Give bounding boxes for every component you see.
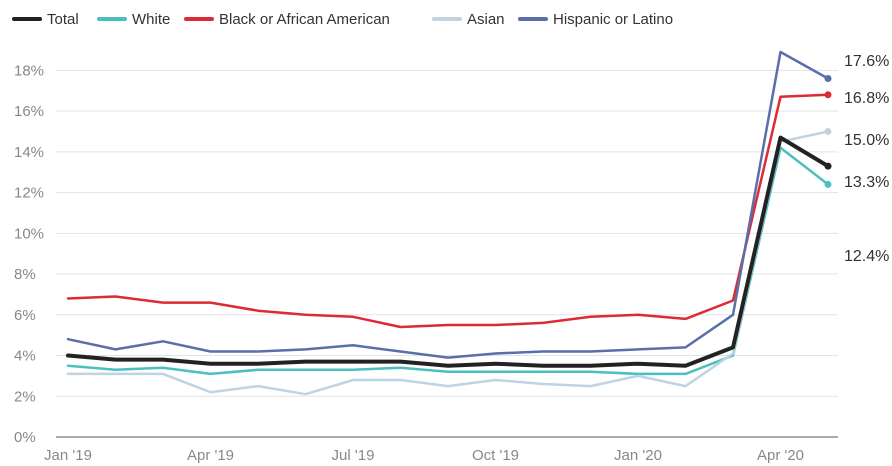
y-axis: 0% 2% 4% 6% 8% 10% 12% 14% 16% 18% [14, 62, 44, 446]
y-tick-label: 6% [14, 307, 36, 324]
series-end-point-asian [824, 127, 832, 135]
legend-label: Asian [467, 11, 505, 28]
end-value-label: 12.4% [844, 248, 889, 265]
x-tick-label: Jan '19 [44, 447, 92, 464]
x-tick-label: Jan '20 [614, 447, 662, 464]
y-tick-label: 8% [14, 266, 36, 283]
end-labels: 17.6% 16.8% 15.0% 13.3% 12.4% [844, 53, 889, 265]
x-tick-label: Apr '19 [187, 447, 234, 464]
end-value-label: 13.3% [844, 174, 889, 191]
series-black-or-african-american [66, 91, 832, 329]
legend-item-black-or-african-american: Black or African American [184, 11, 390, 28]
legend: Total White Black or African American Asian… [12, 11, 673, 28]
series-asian [66, 127, 832, 396]
y-tick-label: 2% [14, 388, 36, 405]
legend-label: Total [47, 11, 79, 28]
series-line-white [66, 146, 830, 376]
series-end-point-white [824, 180, 832, 188]
series-end-point-total [824, 162, 832, 170]
legend-item-white: White [97, 11, 170, 28]
series-line-asian [66, 130, 830, 396]
legend-item-total: Total [12, 11, 79, 28]
y-tick-label: 0% [14, 429, 36, 446]
y-tick-label: 4% [14, 348, 36, 365]
y-tick-label: 14% [14, 144, 44, 161]
legend-item-asian: Asian [432, 11, 505, 28]
gridlines [56, 69, 838, 438]
legend-label: Black or African American [219, 11, 390, 28]
y-tick-label: 16% [14, 103, 44, 120]
series-white [66, 146, 832, 376]
end-value-label: 17.6% [844, 53, 889, 70]
series-line-total [66, 135, 830, 368]
x-tick-label: Jul '19 [332, 447, 375, 464]
series-end-point-black-or-african-american [824, 91, 832, 99]
legend-label: Hispanic or Latino [553, 11, 673, 28]
series-total [66, 135, 832, 368]
legend-label: White [132, 11, 170, 28]
x-tick-label: Apr '20 [757, 447, 804, 464]
y-tick-label: 10% [14, 225, 44, 242]
series-end-point-hispanic-or-latino [824, 75, 832, 83]
end-value-label: 15.0% [844, 132, 889, 149]
series-hispanic-or-latino [66, 50, 832, 359]
series-lines [66, 50, 832, 396]
x-tick-label: Oct '19 [472, 447, 519, 464]
series-line-hispanic-or-latino [66, 50, 830, 359]
x-axis: Jan '19 Apr '19 Jul '19 Oct '19 Jan '20 Apr '… [44, 447, 804, 464]
legend-item-hispanic-or-latino: Hispanic or Latino [518, 11, 673, 28]
end-value-label: 16.8% [844, 90, 889, 107]
y-tick-label: 12% [14, 185, 44, 202]
series-line-black-or-african-american [66, 93, 830, 329]
y-tick-label: 18% [14, 62, 44, 79]
